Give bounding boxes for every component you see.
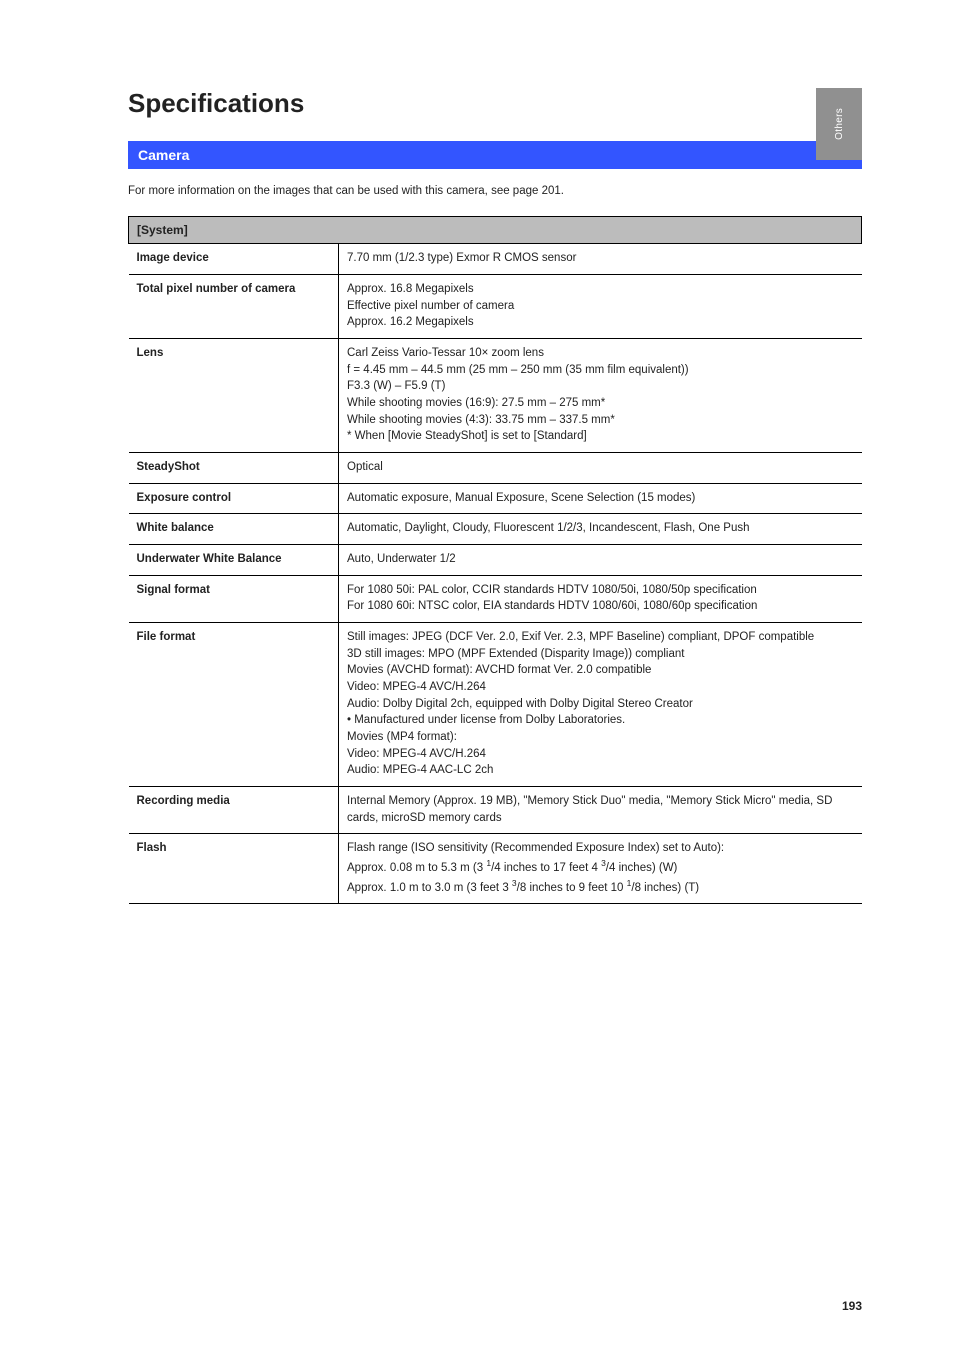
spec-row: Underwater White BalanceAuto, Underwater… bbox=[129, 544, 862, 575]
spec-row: White balanceAutomatic, Daylight, Cloudy… bbox=[129, 514, 862, 545]
spec-section-header-cell: [System] bbox=[129, 217, 862, 244]
intro-text: For more information on the images that … bbox=[128, 183, 862, 200]
section-heading-camera: Camera bbox=[128, 141, 862, 169]
spec-label: Exposure control bbox=[129, 483, 339, 514]
spec-value: Internal Memory (Approx. 19 MB), "Memory… bbox=[339, 787, 862, 834]
spec-value: Automatic, Daylight, Cloudy, Fluorescent… bbox=[339, 514, 862, 545]
spec-value: Still images: JPEG (DCF Ver. 2.0, Exif V… bbox=[339, 623, 862, 787]
spec-row: Recording mediaInternal Memory (Approx. … bbox=[129, 787, 862, 834]
spec-value: Flash range (ISO sensitivity (Recommende… bbox=[339, 834, 862, 904]
spec-label: Underwater White Balance bbox=[129, 544, 339, 575]
spec-label: Recording media bbox=[129, 787, 339, 834]
spec-label: Flash bbox=[129, 834, 339, 904]
spec-row: Signal formatFor 1080 50i: PAL color, CC… bbox=[129, 575, 862, 622]
spec-value: For 1080 50i: PAL color, CCIR standards … bbox=[339, 575, 862, 622]
spec-value: Carl Zeiss Vario-Tessar 10× zoom lensf =… bbox=[339, 338, 862, 452]
spec-label: Signal format bbox=[129, 575, 339, 622]
spec-row: Image device7.70 mm (1/2.3 type) Exmor R… bbox=[129, 244, 862, 275]
spec-value: Automatic exposure, Manual Exposure, Sce… bbox=[339, 483, 862, 514]
spec-row: Exposure controlAutomatic exposure, Manu… bbox=[129, 483, 862, 514]
spec-value: Optical bbox=[339, 452, 862, 483]
spec-row: SteadyShotOptical bbox=[129, 452, 862, 483]
spec-row: File formatStill images: JPEG (DCF Ver. … bbox=[129, 623, 862, 787]
spec-row: LensCarl Zeiss Vario-Tessar 10× zoom len… bbox=[129, 338, 862, 452]
page-title: Specifications bbox=[128, 88, 862, 119]
page-body: Others Specifications Camera For more in… bbox=[0, 0, 954, 904]
spec-label: Total pixel number of camera bbox=[129, 274, 339, 338]
spec-value: Approx. 16.8 MegapixelsEffective pixel n… bbox=[339, 274, 862, 338]
spec-section-header: [System] bbox=[129, 217, 862, 244]
spec-label: File format bbox=[129, 623, 339, 787]
spec-row: Total pixel number of cameraApprox. 16.8… bbox=[129, 274, 862, 338]
spec-label: SteadyShot bbox=[129, 452, 339, 483]
page-number: 193 bbox=[842, 1299, 862, 1313]
spec-value: Auto, Underwater 1/2 bbox=[339, 544, 862, 575]
spec-value: 7.70 mm (1/2.3 type) Exmor R CMOS sensor bbox=[339, 244, 862, 275]
spec-label: Lens bbox=[129, 338, 339, 452]
spec-table: [System]Image device7.70 mm (1/2.3 type)… bbox=[128, 216, 862, 904]
spec-label: Image device bbox=[129, 244, 339, 275]
side-tab-label: Others bbox=[834, 108, 845, 140]
spec-label: White balance bbox=[129, 514, 339, 545]
side-tab: Others bbox=[816, 88, 862, 160]
spec-row: FlashFlash range (ISO sensitivity (Recom… bbox=[129, 834, 862, 904]
